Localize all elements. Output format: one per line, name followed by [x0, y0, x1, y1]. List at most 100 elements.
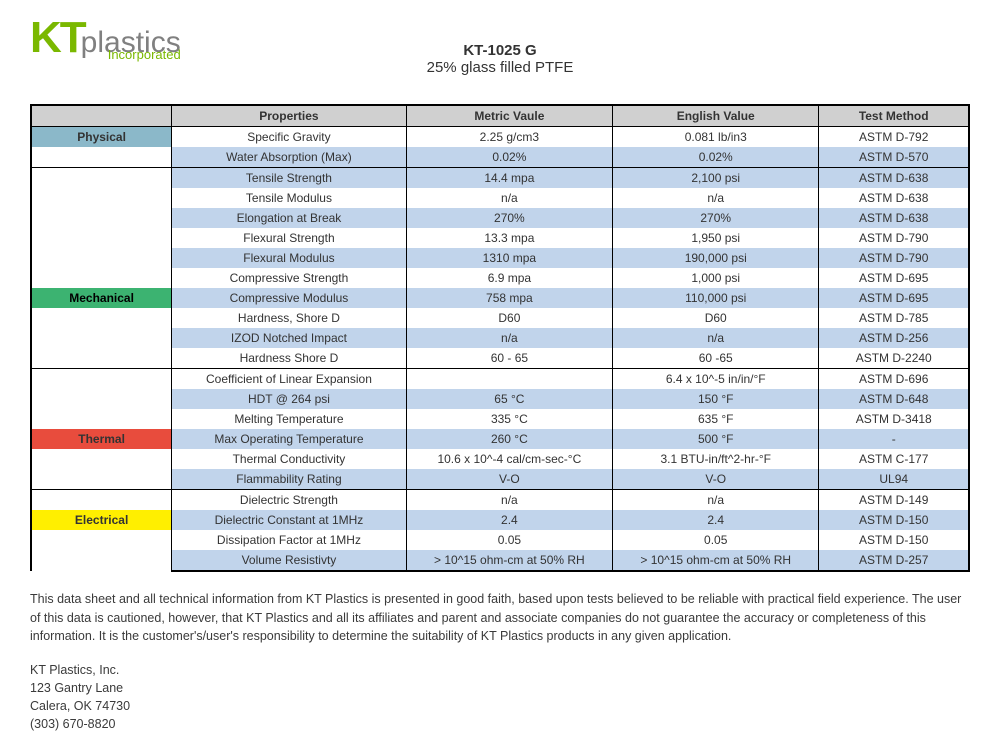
prop: Dielectric Strength	[172, 490, 407, 511]
method: ASTM D-638	[819, 168, 969, 189]
prop: Specific Gravity	[172, 127, 407, 148]
metric: 1310 mpa	[406, 248, 612, 268]
english: 3.1 BTU-in/ft^2-hr-°F	[613, 449, 819, 469]
category-thermal: Thermal	[31, 429, 172, 449]
prop: Compressive Strength	[172, 268, 407, 288]
metric: 2.25 g/cm3	[406, 127, 612, 148]
table-row: Mechanical Compressive Modulus 758 mpa 1…	[31, 288, 969, 308]
method: ASTM D-2240	[819, 348, 969, 369]
english: D60	[613, 308, 819, 328]
english: 270%	[613, 208, 819, 228]
table-row: Flexural Modulus 1310 mpa 190,000 psi AS…	[31, 248, 969, 268]
header-english: English Value	[613, 105, 819, 127]
method: ASTM D-790	[819, 248, 969, 268]
method: ASTM D-3418	[819, 409, 969, 429]
metric: n/a	[406, 490, 612, 511]
metric: 60 - 65	[406, 348, 612, 369]
table-row: Thermal Max Operating Temperature 260 °C…	[31, 429, 969, 449]
english: n/a	[613, 490, 819, 511]
properties-table: Properties Metric Vaule English Value Te…	[30, 104, 970, 572]
table-row: HDT @ 264 psi 65 °C 150 °F ASTM D-648	[31, 389, 969, 409]
prop: Volume Resistivty	[172, 550, 407, 571]
table-row: Tensile Strength 14.4 mpa 2,100 psi ASTM…	[31, 168, 969, 189]
metric: 10.6 x 10^-4 cal/cm-sec-°C	[406, 449, 612, 469]
english: 635 °F	[613, 409, 819, 429]
table-row: Physical Specific Gravity 2.25 g/cm3 0.0…	[31, 127, 969, 148]
table-row: Elongation at Break 270% 270% ASTM D-638	[31, 208, 969, 228]
english: 110,000 psi	[613, 288, 819, 308]
english: 500 °F	[613, 429, 819, 449]
method: ASTM D-150	[819, 510, 969, 530]
prop: Thermal Conductivity	[172, 449, 407, 469]
category-blank	[31, 168, 172, 289]
english: 2.4	[613, 510, 819, 530]
method: ASTM D-785	[819, 308, 969, 328]
metric: 0.02%	[406, 147, 612, 168]
english: n/a	[613, 328, 819, 348]
contact-addr2: Calera, OK 74730	[30, 697, 970, 715]
metric: 14.4 mpa	[406, 168, 612, 189]
method: ASTM D-695	[819, 288, 969, 308]
category-blank	[31, 449, 172, 490]
metric: 65 °C	[406, 389, 612, 409]
contact-addr1: 123 Gantry Lane	[30, 679, 970, 697]
metric: 335 °C	[406, 409, 612, 429]
table-row: Volume Resistivty > 10^15 ohm-cm at 50% …	[31, 550, 969, 571]
category-blank	[31, 490, 172, 511]
category-electrical: Electrical	[31, 510, 172, 530]
method: ASTM D-695	[819, 268, 969, 288]
metric: 6.9 mpa	[406, 268, 612, 288]
category-blank	[31, 147, 172, 168]
method: ASTM D-792	[819, 127, 969, 148]
metric: > 10^15 ohm-cm at 50% RH	[406, 550, 612, 571]
method: -	[819, 429, 969, 449]
english: 2,100 psi	[613, 168, 819, 189]
table-row: Coefficient of Linear Expansion 6.4 x 10…	[31, 369, 969, 390]
english: n/a	[613, 188, 819, 208]
metric: 2.4	[406, 510, 612, 530]
category-mechanical: Mechanical	[31, 288, 172, 308]
header-properties: Properties	[172, 105, 407, 127]
category-blank	[31, 530, 172, 571]
english: 0.05	[613, 530, 819, 550]
metric	[406, 369, 612, 390]
english: 0.081 lb/in3	[613, 127, 819, 148]
prop: Flexural Modulus	[172, 248, 407, 268]
prop: Water Absorption (Max)	[172, 147, 407, 168]
metric: 13.3 mpa	[406, 228, 612, 248]
method: ASTM C-177	[819, 449, 969, 469]
prop: Max Operating Temperature	[172, 429, 407, 449]
logo-kt: KT	[30, 13, 85, 62]
prop: Elongation at Break	[172, 208, 407, 228]
header-metric: Metric Vaule	[406, 105, 612, 127]
table-header-row: Properties Metric Vaule English Value Te…	[31, 105, 969, 127]
metric: D60	[406, 308, 612, 328]
table-row: Compressive Strength 6.9 mpa 1,000 psi A…	[31, 268, 969, 288]
disclaimer-text: This data sheet and all technical inform…	[30, 590, 970, 644]
table-row: Dielectric Strength n/a n/a ASTM D-149	[31, 490, 969, 511]
prop: Tensile Modulus	[172, 188, 407, 208]
method: ASTM D-638	[819, 188, 969, 208]
table-row: Hardness, Shore D D60 D60 ASTM D-785	[31, 308, 969, 328]
contact-block: KT Plastics, Inc. 123 Gantry Lane Calera…	[30, 661, 970, 734]
category-blank	[31, 369, 172, 430]
prop: Compressive Modulus	[172, 288, 407, 308]
metric: 260 °C	[406, 429, 612, 449]
metric: 758 mpa	[406, 288, 612, 308]
method: ASTM D-696	[819, 369, 969, 390]
prop: Dissipation Factor at 1MHz	[172, 530, 407, 550]
prop: Hardness, Shore D	[172, 308, 407, 328]
prop: Flexural Strength	[172, 228, 407, 248]
prop: Melting Temperature	[172, 409, 407, 429]
english: 190,000 psi	[613, 248, 819, 268]
english: 1,000 psi	[613, 268, 819, 288]
contact-phone: (303) 670-8820	[30, 715, 970, 733]
method: ASTM D-638	[819, 208, 969, 228]
table-row: Electrical Dielectric Constant at 1MHz 2…	[31, 510, 969, 530]
metric: 0.05	[406, 530, 612, 550]
table-row: Dissipation Factor at 1MHz 0.05 0.05 AST…	[31, 530, 969, 550]
method: ASTM D-570	[819, 147, 969, 168]
method: ASTM D-790	[819, 228, 969, 248]
prop: Flammability Rating	[172, 469, 407, 490]
metric: V-O	[406, 469, 612, 490]
